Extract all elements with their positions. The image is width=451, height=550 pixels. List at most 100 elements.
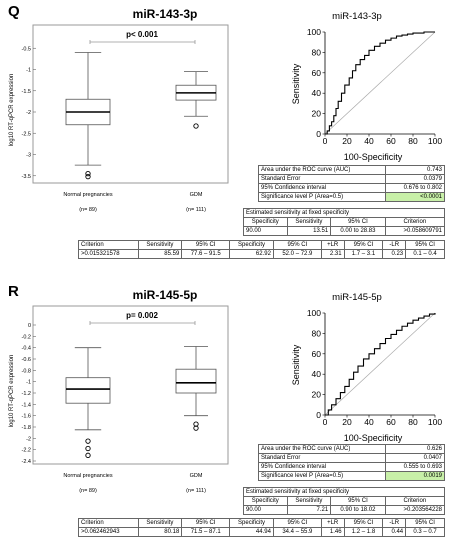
y-tick-label: -1.2 bbox=[22, 391, 31, 397]
cell: 34.4 – 55.9 bbox=[272, 527, 322, 537]
boxplot-title: miR-145-5p bbox=[132, 288, 198, 302]
y-tick-label: 80 bbox=[312, 328, 322, 338]
col-header: Sensitivity bbox=[286, 217, 332, 227]
cell: 1.46 bbox=[320, 527, 345, 537]
outlier-point bbox=[85, 445, 91, 452]
y-tick-label: -2.5 bbox=[22, 131, 31, 137]
x-tick-label: 60 bbox=[386, 136, 396, 146]
cell: 2.31 bbox=[320, 249, 345, 259]
y-tick-label: 80 bbox=[312, 47, 322, 57]
fixed-spec-table: Estimated sensitivity at fixed specifici… bbox=[243, 208, 446, 236]
auc-value: 0.626 bbox=[385, 444, 445, 454]
cell: 52.0 – 72.9 bbox=[272, 249, 322, 259]
col-header: +LR bbox=[320, 518, 345, 528]
fixed-title: Estimated sensitivity at fixed specifici… bbox=[243, 487, 445, 497]
col-header: Specificity bbox=[229, 518, 274, 528]
p-label: Significance level P (Area=0.5) bbox=[257, 192, 387, 202]
cell: 0.1 – 0.4 bbox=[405, 249, 445, 259]
col-header: 95% CI bbox=[181, 240, 231, 250]
pvalue-label: p< 0.001 bbox=[126, 30, 158, 39]
cell: >0.062462943 bbox=[78, 527, 139, 537]
pvalue-label: p= 0.002 bbox=[126, 311, 158, 320]
y-axis-label: log10 RT-qPCR expression bbox=[9, 74, 15, 147]
cell: 7.21 bbox=[286, 505, 332, 515]
box bbox=[65, 377, 111, 404]
p-label: Significance level P (Area=0.5) bbox=[257, 471, 387, 481]
col-header: 95% CI bbox=[405, 518, 445, 528]
x-tick-label: 20 bbox=[342, 136, 352, 146]
y-tick-label: -1 bbox=[26, 380, 31, 386]
y-tick-label: 0 bbox=[28, 323, 31, 329]
col-header: 95% CI bbox=[343, 240, 384, 250]
x-tick-label: 80 bbox=[408, 136, 418, 146]
cell: 1.7 – 3.1 bbox=[343, 249, 384, 259]
p-value: 0.0019 bbox=[385, 471, 445, 481]
y-tick-label: -0.2 bbox=[22, 334, 31, 340]
group-n: (n= 111) bbox=[186, 207, 206, 213]
col-header: +LR bbox=[320, 240, 345, 250]
y-tick-label: 60 bbox=[312, 349, 322, 359]
outlier-point bbox=[85, 452, 91, 458]
x-tick-label: 0 bbox=[323, 417, 328, 427]
group-n: (n= 89) bbox=[79, 207, 97, 213]
ci-value: 0.676 to 0.802 bbox=[385, 183, 445, 193]
x-tick-label: 0 bbox=[323, 136, 328, 146]
cell: 62.92 bbox=[229, 249, 274, 259]
outlier-point bbox=[85, 170, 91, 177]
se-label: Standard Error bbox=[257, 453, 387, 463]
col-header: Criterion bbox=[78, 518, 139, 528]
roc-y-label: Sensitivity bbox=[291, 344, 301, 385]
y-tick-label: 20 bbox=[312, 109, 322, 119]
se-value: 0.0407 bbox=[385, 453, 445, 463]
col-header: 95% CI bbox=[272, 240, 322, 250]
y-tick-label: -0.4 bbox=[22, 346, 31, 352]
boxplot-title: miR-143-3p bbox=[132, 7, 198, 21]
fixed-spec-table: Estimated sensitivity at fixed specifici… bbox=[243, 487, 446, 515]
y-tick-label: -0.6 bbox=[22, 357, 31, 363]
cell: 90.00 bbox=[243, 226, 288, 236]
x-tick-label: 80 bbox=[408, 417, 418, 427]
boxes bbox=[65, 52, 217, 180]
auc-table: Area under the ROC curve (AUC) 0.626 Stan… bbox=[257, 444, 445, 481]
y-tick-label: 20 bbox=[312, 390, 322, 400]
x-tick-label: 40 bbox=[364, 136, 374, 146]
reference-diagonal bbox=[324, 31, 436, 135]
outlier-point bbox=[85, 173, 91, 180]
roc-y-label: Sensitivity bbox=[291, 63, 301, 104]
se-label: Standard Error bbox=[257, 174, 387, 184]
criterion-table: Criterion Sensitivity 95% CI Specificity… bbox=[78, 240, 445, 259]
roc-x-label: 100-Specificity bbox=[344, 152, 403, 162]
y-axis-label: log10 RT-qPCR expression bbox=[9, 355, 15, 428]
col-header: Criterion bbox=[384, 217, 446, 227]
y-tick-label: -3 bbox=[26, 153, 31, 159]
y-tick-label: 0 bbox=[316, 129, 321, 139]
boxplot-q: log10 RT-qPCR expression -0.5 -1 -1.5 -2 -2.… bbox=[9, 24, 229, 213]
auc-table: Area under the ROC curve (AUC) 0.743 Stan… bbox=[257, 165, 445, 202]
y-ticks: -0.5 -1 -1.5 -2 -2.5 -3 -3.5 bbox=[22, 46, 36, 180]
y-tick-label: 100 bbox=[307, 27, 321, 37]
boxplot-r: log10 RT-qPCR expression 0 -0.2 -0.4 -0.6 -0… bbox=[9, 305, 229, 494]
y-ticks: 0 -0.2 -0.4 -0.6 -0.8 -1 -1.2 -1.4 -1.6 -1.8 -2 -2.… bbox=[22, 323, 36, 465]
roc-curve bbox=[325, 313, 436, 416]
col-header: -LR bbox=[382, 518, 407, 528]
boxes bbox=[65, 346, 217, 458]
box bbox=[175, 368, 217, 394]
auc-label: Area under the ROC curve (AUC) bbox=[257, 444, 387, 454]
outlier-point bbox=[85, 438, 91, 444]
ci-label: 95% Confidence interval bbox=[257, 462, 387, 472]
p-value: <0.0001 bbox=[385, 192, 445, 202]
roc-plot: 00 20 20 40 40 60 60 80 80 100 100 bbox=[307, 27, 443, 146]
col-header: Sensitivity bbox=[137, 240, 183, 250]
y-tick-label: 100 bbox=[307, 308, 321, 318]
group-label: GDM bbox=[190, 192, 203, 198]
x-tick-label: 40 bbox=[364, 417, 374, 427]
se-value: 0.0379 bbox=[385, 174, 445, 184]
group-n: (n= 89) bbox=[79, 488, 97, 494]
reference-diagonal bbox=[324, 312, 436, 416]
roc-curve bbox=[325, 31, 435, 135]
cell: >0.058609791 bbox=[384, 226, 446, 236]
col-header: 95% CI bbox=[405, 240, 445, 250]
col-header: Specificity bbox=[229, 240, 274, 250]
cell: 13.51 bbox=[286, 226, 332, 236]
y-tick-label: -3.5 bbox=[22, 174, 31, 180]
